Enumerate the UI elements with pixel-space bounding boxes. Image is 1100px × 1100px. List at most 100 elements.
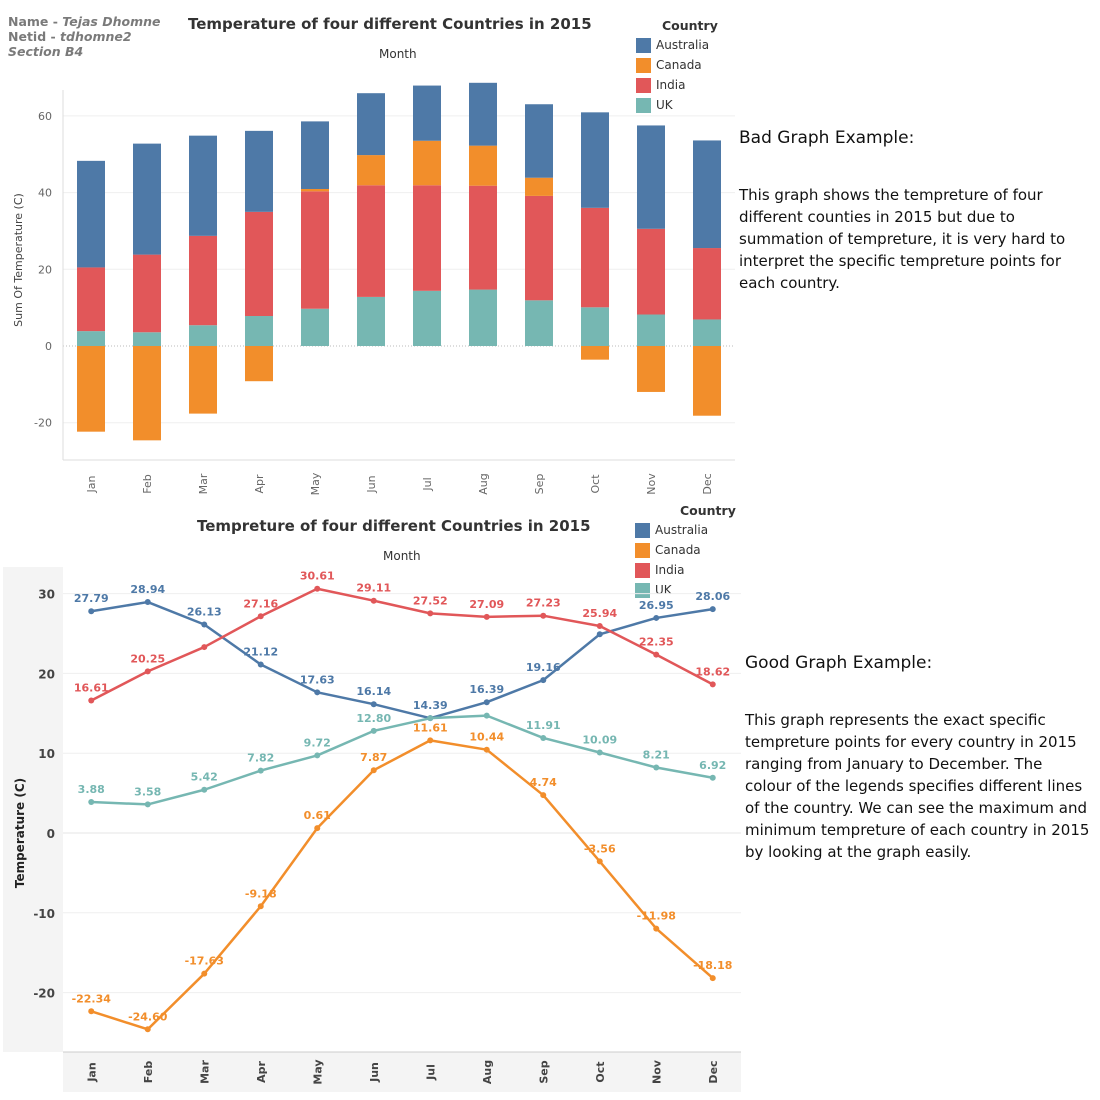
bar-segment-canada (357, 155, 385, 186)
data-point-australia (483, 699, 490, 706)
data-label-uk: 10.09 (582, 733, 617, 746)
good-chart-legend: Country Australia Canada India UK (635, 503, 736, 600)
data-point-canada (314, 825, 321, 832)
bar-segment-uk (693, 319, 721, 346)
data-point-uk (144, 801, 151, 808)
bar-segment-australia (581, 112, 609, 208)
legend-item-canada[interactable]: Canada (636, 55, 718, 75)
data-label-uk: 3.58 (134, 785, 161, 798)
data-label-australia: 14.39 (413, 699, 448, 712)
data-label-uk: 6.92 (699, 759, 726, 772)
legend-swatch (636, 57, 651, 73)
x-tick-label: Aug (481, 1060, 494, 1084)
legend-item-canada[interactable]: Canada (635, 540, 736, 560)
x-axis-panel (63, 1052, 741, 1092)
y-tick-label: 60 (38, 110, 52, 123)
legend-item-australia[interactable]: Australia (636, 35, 718, 55)
data-label-australia: 16.39 (469, 683, 504, 696)
data-point-australia (540, 677, 547, 684)
line-series-australia (91, 600, 713, 720)
legend-swatch (635, 542, 650, 558)
author-netid: Netid - tdhomne2 (8, 29, 132, 44)
line-series-uk (91, 714, 713, 806)
data-label-india: 18.62 (695, 665, 730, 678)
good-chart-column-header: Month (383, 549, 421, 563)
y-tick-label: 30 (38, 588, 55, 602)
data-point-canada (483, 746, 490, 753)
data-point-india (653, 651, 660, 658)
bar-segment-uk (525, 300, 553, 346)
x-tick-label: Jan (85, 475, 98, 493)
data-label-canada: -17.63 (185, 955, 224, 968)
author-name: Name - Tejas Dhomne (8, 14, 161, 29)
data-point-uk (201, 786, 208, 793)
bad-chart-column-header: Month (379, 47, 417, 61)
y-tick-label: 20 (38, 667, 55, 681)
bar-segment-uk (469, 289, 497, 346)
good-graph-heading: Good Graph Example: (745, 653, 933, 673)
x-tick-label: Jun (368, 1062, 381, 1083)
data-point-canada (370, 767, 377, 774)
bar-segment-india (637, 228, 665, 315)
data-label-india: 27.52 (413, 594, 448, 607)
legend-label: India (656, 78, 686, 92)
data-point-india (483, 613, 490, 620)
bar-segment-australia (637, 125, 665, 229)
data-label-australia: 27.79 (74, 592, 109, 605)
bar-segment-australia (189, 135, 217, 236)
data-label-canada: -24.60 (128, 1010, 168, 1023)
bar-segment-uk (637, 314, 665, 346)
data-point-australia (144, 599, 151, 606)
data-point-australia (88, 608, 95, 615)
legend-swatch (636, 37, 651, 53)
data-label-canada: -11.98 (637, 910, 676, 923)
legend-label: Canada (655, 543, 701, 557)
data-label-australia: 17.63 (300, 673, 335, 686)
bar-segment-uk (77, 331, 105, 346)
y-axis-label: Temperature (C) (13, 778, 27, 888)
data-label-india: 29.11 (356, 582, 391, 595)
bar-segment-canada (77, 346, 105, 432)
data-label-uk: 9.72 (304, 736, 331, 749)
legend-item-uk[interactable]: UK (636, 95, 718, 115)
bar-segment-uk (245, 316, 273, 346)
bar-segment-uk (301, 308, 329, 346)
data-label-uk: 8.21 (643, 748, 670, 761)
x-tick-label: Jun (365, 475, 378, 493)
data-point-canada (709, 975, 716, 982)
x-tick-label: Mar (198, 1060, 211, 1084)
legend-item-india[interactable]: India (636, 75, 718, 95)
bar-segment-australia (413, 85, 441, 141)
data-label-india: 27.09 (469, 598, 504, 611)
legend-label: Australia (655, 523, 709, 537)
y-tick-label: 0 (47, 827, 55, 841)
bar-segment-uk (581, 307, 609, 346)
legend-title: Country (680, 503, 736, 518)
data-point-canada (427, 737, 434, 744)
bar-segment-india (189, 235, 217, 326)
data-point-uk (370, 727, 377, 734)
bad-graph-bar-chart: -20 0 20 40 60 Sum Of Temperature (C) Jan Feb Ma… (12, 82, 735, 495)
x-tick-label: Sep (537, 1060, 550, 1083)
bar-segment-australia (357, 93, 385, 156)
legend-label: UK (656, 98, 673, 112)
legend-swatch (636, 97, 651, 113)
legend-item-india[interactable]: India (635, 560, 736, 580)
y-tick-label: -10 (33, 907, 55, 921)
line-series-canada (90, 739, 714, 1031)
x-tick-label: Jan (85, 1062, 98, 1082)
x-tick-label: Nov (645, 473, 658, 495)
bar-segment-australia (301, 121, 329, 189)
data-label-australia: 26.95 (639, 599, 674, 612)
author-block: Name - Tejas Dhomne Netid - tdhomne2 Sec… (8, 14, 160, 59)
data-point-uk (540, 734, 547, 741)
legend-item-australia[interactable]: Australia (635, 520, 736, 540)
bar-segment-canada (189, 346, 217, 414)
line-series-india (90, 587, 714, 702)
y-axis-label: Sum Of Temperature (C) (12, 193, 25, 327)
y-axis-panel (3, 567, 63, 1052)
data-point-india (201, 644, 208, 651)
bar-segment-india (245, 211, 273, 317)
x-tick-label: Feb (141, 474, 154, 493)
data-point-canada (201, 970, 208, 977)
